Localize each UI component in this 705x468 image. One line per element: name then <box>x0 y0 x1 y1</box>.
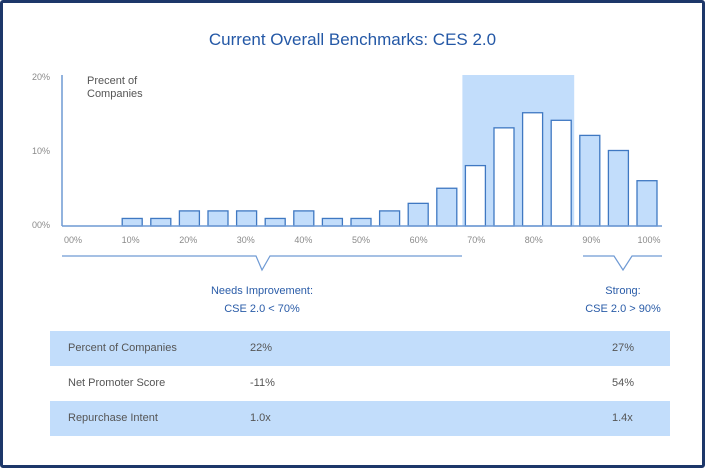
x-tick-label: 00% <box>64 235 82 245</box>
y-axis-label-line1: Precent of <box>87 75 138 87</box>
needs-improvement-bracket <box>62 255 462 272</box>
table-row: Repurchase Intent 1.0x 1.4x <box>50 401 670 436</box>
x-tick-label: 30% <box>237 235 255 245</box>
strong-value: 1.4x <box>612 412 633 424</box>
bar <box>207 210 229 227</box>
bar <box>121 217 143 227</box>
bar <box>293 210 315 227</box>
bar <box>493 127 515 227</box>
y-tick-label: 10% <box>32 146 50 156</box>
x-tick-label: 40% <box>294 235 312 245</box>
strong-value: 27% <box>612 342 635 354</box>
x-tick-label: 10% <box>122 235 140 245</box>
bar <box>464 164 487 227</box>
bar <box>321 217 344 227</box>
table-row: Net Promoter Score -11% 54% <box>50 366 670 401</box>
chart-title: Current Overall Benchmarks: CES 2.0 <box>208 30 497 49</box>
benchmark-table: Percent of Companies 22% 27% Net Promote… <box>50 331 670 436</box>
x-tick-label: 80% <box>525 235 543 245</box>
bar <box>407 202 429 227</box>
category-title: Strong: <box>605 285 641 297</box>
bar <box>378 210 401 227</box>
x-tick-label: 100% <box>637 235 660 245</box>
bar <box>436 187 458 227</box>
bar <box>235 210 258 227</box>
bar <box>579 134 601 227</box>
bar <box>636 180 658 227</box>
bar <box>178 210 201 227</box>
row-label: Repurchase Intent <box>68 412 158 424</box>
bar <box>350 217 372 227</box>
row-label: Percent of Companies <box>68 342 177 354</box>
bar <box>264 217 286 227</box>
category-range: CSE 2.0 > 90% <box>585 303 661 315</box>
category-range: CSE 2.0 < 70% <box>224 303 300 315</box>
x-tick-label: 20% <box>179 235 197 245</box>
x-tick-label: 60% <box>410 235 428 245</box>
needs-improvement-value: 22% <box>250 342 273 354</box>
bar <box>607 149 630 227</box>
strong-label: Strong: CSE 2.0 > 90% <box>563 282 683 318</box>
bar <box>550 119 572 227</box>
x-tick-label: 90% <box>582 235 600 245</box>
bar <box>521 112 544 227</box>
x-tick-label: 50% <box>352 235 370 245</box>
needs-improvement-value: 1.0x <box>250 412 271 424</box>
x-tick-label: 70% <box>467 235 485 245</box>
row-label: Net Promoter Score <box>68 377 166 389</box>
needs-improvement-value: -11% <box>250 377 275 389</box>
strong-bracket <box>583 255 662 272</box>
y-axis-label-line2: Companies <box>87 88 143 100</box>
strong-value: 54% <box>612 377 635 389</box>
needs-improvement-label: Needs Improvement: CSE 2.0 < 70% <box>162 282 362 318</box>
y-tick-label: 00% <box>32 220 50 230</box>
bar <box>150 217 172 227</box>
table-row: Percent of Companies 22% 27% <box>50 331 670 366</box>
y-tick-label: 20% <box>32 72 50 82</box>
category-title: Needs Improvement: <box>210 285 314 297</box>
